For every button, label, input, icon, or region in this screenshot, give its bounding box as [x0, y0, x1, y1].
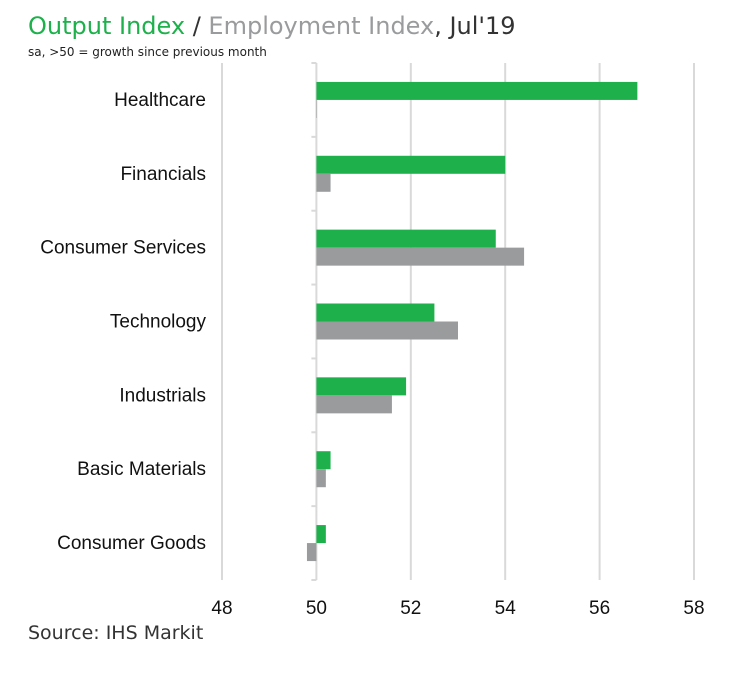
source-note: Source: IHS Markit	[28, 622, 204, 644]
output-bar	[316, 525, 326, 544]
output-bar	[316, 377, 407, 396]
category-label: Technology	[110, 312, 207, 333]
category-label: Industrials	[119, 385, 206, 406]
x-tick-label: 50	[306, 598, 327, 619]
x-tick-label: 52	[400, 598, 421, 619]
x-tick-label: 54	[495, 598, 517, 619]
category-label: Basic Materials	[77, 459, 206, 480]
employment-bar	[316, 395, 392, 414]
chart-title: Output Index / Employment Index, Jul'19	[28, 12, 516, 40]
employment-bar	[316, 99, 317, 118]
output-bar	[316, 229, 496, 248]
title-employment-series: Employment Index	[208, 12, 435, 40]
x-tick-label: 56	[589, 598, 610, 619]
employment-bar	[316, 321, 458, 340]
output-bar	[316, 303, 435, 322]
category-label: Healthcare	[114, 90, 206, 111]
employment-bar	[316, 469, 326, 488]
category-label: Consumer Goods	[57, 533, 206, 554]
employment-bar	[306, 543, 317, 562]
title-output-series: Output Index	[28, 12, 186, 40]
category-label: Financials	[120, 164, 206, 185]
output-bar	[316, 81, 638, 100]
title-separator: /	[185, 12, 209, 40]
output-bar	[316, 451, 331, 470]
employment-bar	[316, 247, 525, 266]
chart-subtitle: sa, >50 = growth since previous month	[28, 45, 267, 59]
employment-bar	[316, 173, 331, 192]
output-bar	[316, 155, 506, 174]
title-date: , Jul'19	[434, 12, 516, 40]
x-tick-label: 58	[683, 598, 704, 619]
category-label: Consumer Services	[40, 238, 206, 259]
x-tick-label: 48	[211, 598, 232, 619]
